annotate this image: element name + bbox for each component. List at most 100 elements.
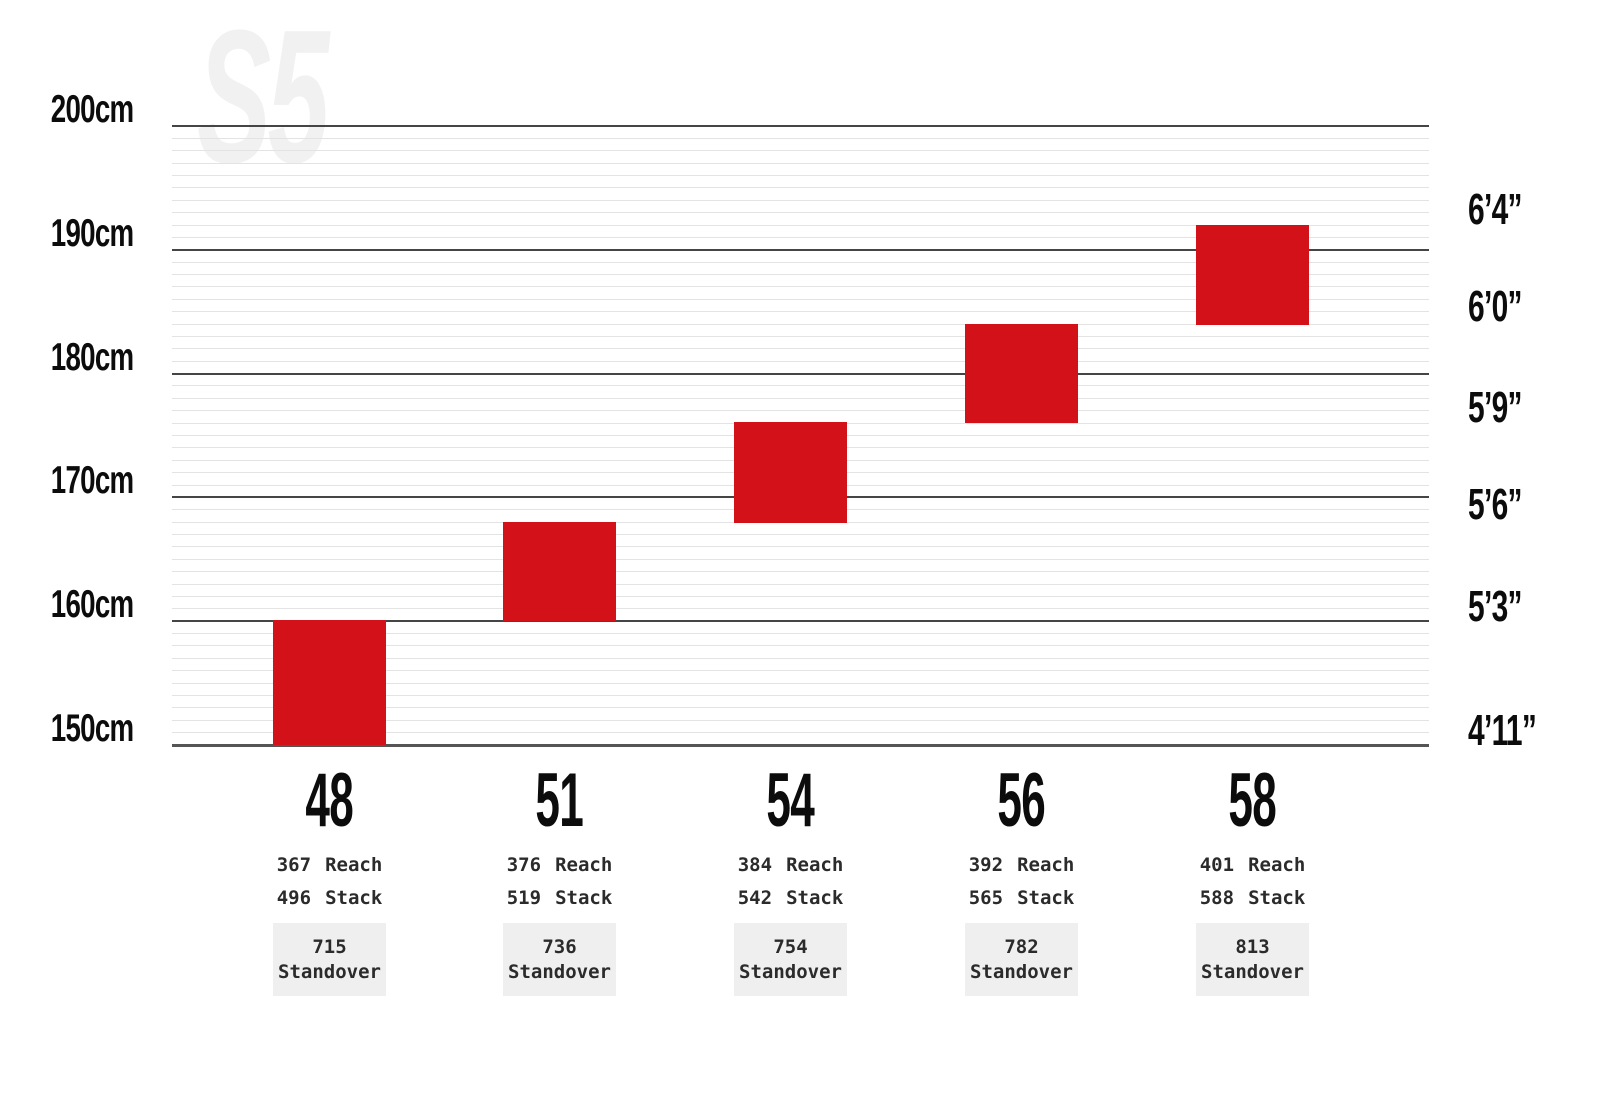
- right-axis-tick-5-9-: 5’9”: [1468, 384, 1547, 432]
- right-axis-tick-label: 4’11”: [1468, 706, 1537, 755]
- left-axis-tick-150cm: 150cm: [0, 705, 133, 753]
- left-axis-tick-label: 190cm: [50, 211, 133, 255]
- standover-label: Standover: [278, 961, 381, 983]
- reach-value: 376: [506, 854, 542, 876]
- minor-gridline: [172, 558, 1429, 560]
- stack-value: 496: [276, 887, 312, 909]
- minor-gridline: [172, 410, 1429, 412]
- height-range-block-size-51: [503, 522, 616, 622]
- standover-value: 754: [773, 936, 808, 958]
- standover-value: 736: [542, 936, 577, 958]
- minor-gridline: [172, 657, 1429, 659]
- minor-gridline: [172, 311, 1429, 313]
- size-label-51: 51: [460, 762, 660, 840]
- reach-value: 367: [276, 854, 312, 876]
- minor-gridline: [172, 546, 1429, 548]
- standover-box-size-48: 715 Standover: [273, 923, 386, 996]
- right-axis-tick-5-6-: 5’6”: [1468, 481, 1547, 529]
- left-axis-tick-label: 150cm: [50, 707, 133, 750]
- minor-gridline: [172, 175, 1429, 177]
- minor-gridline: [172, 682, 1429, 684]
- height-range-block-size-54: [734, 421, 847, 524]
- reach-row-size-54: 384 Reach: [678, 851, 904, 879]
- major-gridline-180cm: [172, 372, 1429, 375]
- reach-value: 392: [968, 854, 1004, 876]
- minor-gridline: [172, 298, 1429, 300]
- reach-label: Reach: [1017, 854, 1075, 876]
- standover-label: Standover: [970, 961, 1073, 983]
- size-label-text: 48: [305, 758, 354, 843]
- stack-value: 542: [737, 887, 773, 909]
- minor-gridline: [172, 199, 1429, 201]
- standover-box-size-54: 754 Standover: [734, 923, 847, 996]
- stack-label: Stack: [786, 887, 844, 909]
- size-label-58: 58: [1153, 762, 1353, 840]
- reach-row-size-48: 367 Reach: [217, 851, 443, 879]
- stack-row-size-56: 565 Stack: [909, 884, 1135, 912]
- stack-value: 588: [1199, 887, 1235, 909]
- reach-row-size-51: 376 Reach: [447, 851, 673, 879]
- size-label-text: 56: [997, 758, 1046, 843]
- left-axis-tick-label: 160cm: [50, 583, 133, 627]
- minor-gridline: [172, 732, 1429, 734]
- right-axis-tick-6-4-: 6’4”: [1468, 186, 1547, 234]
- left-axis-tick-label: 200cm: [50, 88, 133, 131]
- stack-row-size-48: 496 Stack: [217, 884, 443, 912]
- minor-gridline: [172, 335, 1429, 337]
- right-axis-tick-label: 5’6”: [1468, 480, 1523, 529]
- reach-label: Reach: [325, 854, 383, 876]
- reach-label: Reach: [555, 854, 613, 876]
- size-label-text: 51: [535, 758, 584, 843]
- minor-gridline: [172, 397, 1429, 399]
- standover-box-size-51: 736 Standover: [503, 923, 616, 996]
- left-axis-tick-160cm: 160cm: [0, 581, 133, 629]
- minor-gridline: [172, 224, 1429, 226]
- minor-gridline: [172, 645, 1429, 647]
- right-axis-tick-label: 6’0”: [1468, 282, 1523, 331]
- minor-gridline: [172, 212, 1429, 214]
- right-axis-tick-label: 5’9”: [1468, 383, 1523, 432]
- right-axis-tick-6-0-: 6’0”: [1468, 283, 1547, 331]
- right-axis-tick-label: 5’3”: [1468, 582, 1523, 631]
- minor-gridline: [172, 323, 1429, 325]
- minor-gridline: [172, 274, 1429, 276]
- major-gridline-200cm: [172, 125, 1429, 127]
- height-range-block-size-56: [965, 324, 1078, 424]
- size-label-56: 56: [922, 762, 1122, 840]
- standover-box-size-56: 782 Standover: [965, 923, 1078, 996]
- minor-gridline: [172, 261, 1429, 263]
- size-label-text: 58: [1228, 758, 1277, 843]
- standover-box-size-58: 813 Standover: [1196, 923, 1309, 996]
- minor-gridline: [172, 162, 1429, 164]
- reach-label: Reach: [786, 854, 844, 876]
- minor-gridline: [172, 534, 1429, 536]
- size-label-text: 54: [766, 758, 815, 843]
- minor-gridline: [172, 719, 1429, 721]
- standover-label: Standover: [508, 961, 611, 983]
- left-axis-tick-170cm: 170cm: [0, 457, 133, 505]
- minor-gridline: [172, 694, 1429, 696]
- stack-row-size-54: 542 Stack: [678, 884, 904, 912]
- stack-label: Stack: [325, 887, 383, 909]
- watermark: S5: [197, 2, 417, 192]
- stack-value: 565: [968, 887, 1004, 909]
- stack-label: Stack: [1017, 887, 1075, 909]
- left-axis-tick-200cm: 200cm: [0, 86, 133, 134]
- minor-gridline: [172, 150, 1429, 152]
- right-axis-tick-4-11-: 4’11”: [1468, 707, 1568, 755]
- reach-row-size-56: 392 Reach: [909, 851, 1135, 879]
- minor-gridline: [172, 571, 1429, 573]
- minor-gridline: [172, 595, 1429, 597]
- minor-gridline: [172, 137, 1429, 139]
- stack-row-size-58: 588 Stack: [1140, 884, 1366, 912]
- standover-label: Standover: [1201, 961, 1304, 983]
- stack-label: Stack: [555, 887, 613, 909]
- minor-gridline: [172, 348, 1429, 350]
- minor-gridline: [172, 187, 1429, 189]
- stack-value: 519: [506, 887, 542, 909]
- major-gridline-150cm: [172, 743, 1429, 747]
- standover-label: Standover: [739, 961, 842, 983]
- right-axis-tick-label: 6’4”: [1468, 185, 1523, 234]
- right-axis-tick-5-3-: 5’3”: [1468, 583, 1547, 631]
- reach-row-size-58: 401 Reach: [1140, 851, 1366, 879]
